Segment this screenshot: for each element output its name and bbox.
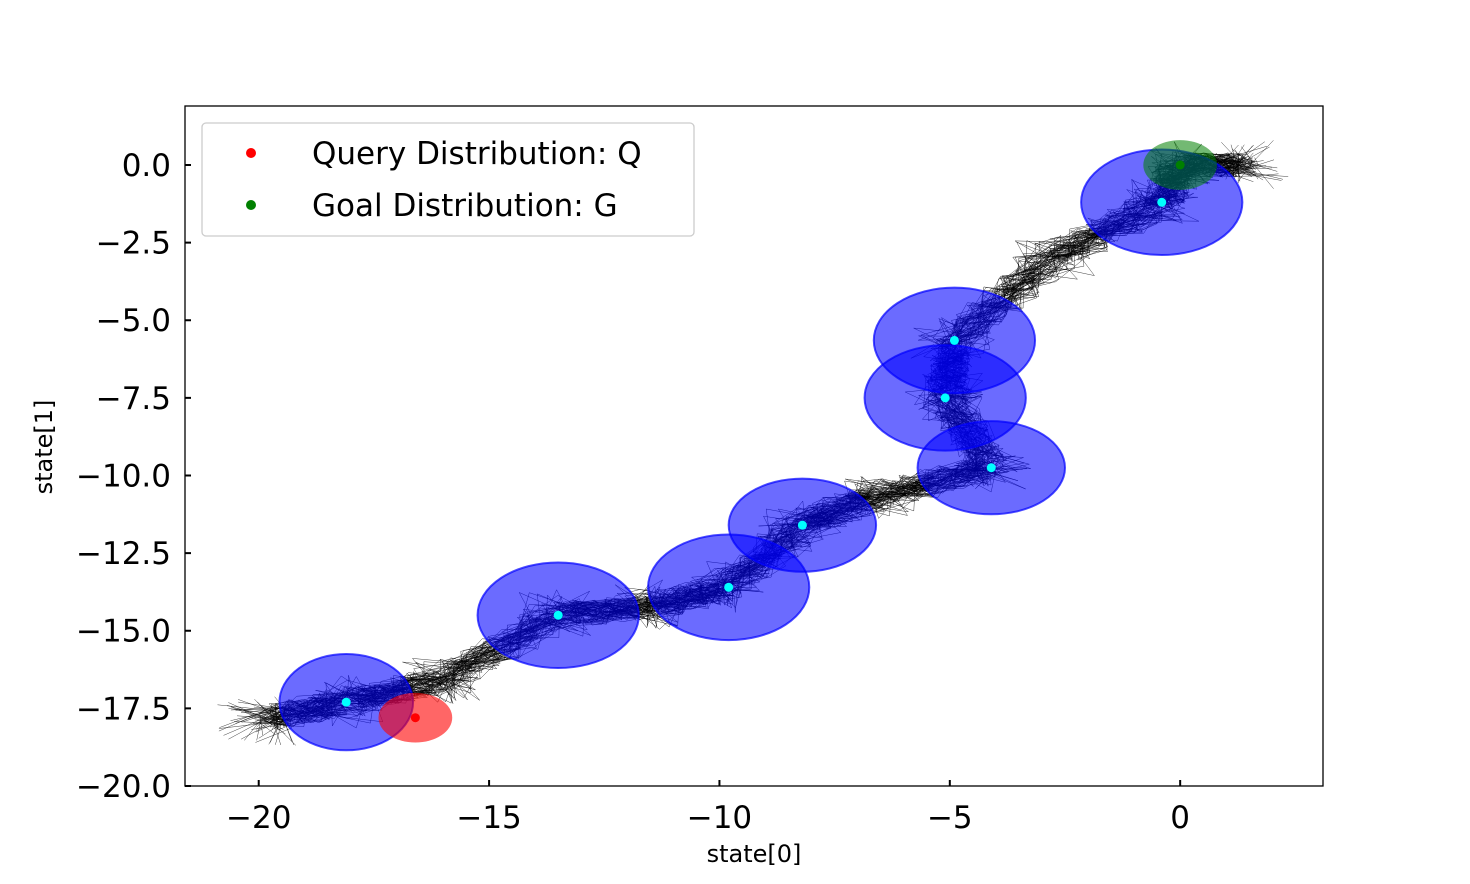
y-tick-label: −5.0 <box>96 303 171 339</box>
waypoint-center <box>724 582 734 592</box>
trajectory-line <box>279 158 1240 746</box>
waypoint-center <box>949 335 959 345</box>
goal-point <box>1175 160 1185 170</box>
query-point <box>410 713 420 723</box>
trajectory-line <box>256 158 1267 741</box>
legend-marker-goal <box>246 200 256 210</box>
trajectory-line <box>240 152 1250 740</box>
trajectory-line <box>275 153 1245 731</box>
x-tick-label: −10 <box>687 800 752 836</box>
waypoint-center <box>797 520 807 530</box>
waypoint-center <box>1157 197 1167 207</box>
y-tick-label: −10.0 <box>76 458 171 494</box>
y-axis-title: state[1] <box>30 400 58 495</box>
legend-label-query: Query Distribution: Q <box>312 136 642 172</box>
legend-label-goal: Goal Distribution: G <box>312 188 618 224</box>
legend-box <box>201 122 695 237</box>
x-tick-label: −15 <box>456 800 521 836</box>
y-tick-label: −2.5 <box>96 226 171 262</box>
waypoint-center <box>553 610 563 620</box>
waypoint-center <box>940 393 950 403</box>
y-tick-label: −12.5 <box>76 536 171 572</box>
y-tick-label: −20.0 <box>76 769 171 805</box>
y-tick-label: −7.5 <box>96 381 171 417</box>
waypoint-center <box>986 463 996 473</box>
legend: Query Distribution: Q Goal Distribution:… <box>201 122 695 237</box>
trajectory-line <box>268 160 1256 745</box>
x-tick-label: −20 <box>226 800 291 836</box>
plot-area <box>217 140 1289 752</box>
y-tick-label: 0.0 <box>122 148 171 184</box>
point-layer <box>341 160 1185 723</box>
y-tick-label: −17.5 <box>76 691 171 727</box>
x-tick-label: −5 <box>927 800 973 836</box>
trajectory-line <box>269 162 1256 746</box>
legend-marker-query <box>246 148 256 158</box>
x-axis-title: state[0] <box>707 840 802 868</box>
x-axis: −20 −15 −10 −5 0 <box>226 780 1190 836</box>
y-axis: 0.0 −2.5 −5.0 −7.5 −10.0 −12.5 −15.0 −17.5 −20.0 <box>76 148 191 805</box>
trajectory-line <box>273 153 1253 746</box>
y-tick-label: −15.0 <box>76 614 171 650</box>
waypoint-center <box>341 697 351 707</box>
plot-frame <box>184 105 1324 787</box>
x-tick-label: 0 <box>1170 800 1190 836</box>
